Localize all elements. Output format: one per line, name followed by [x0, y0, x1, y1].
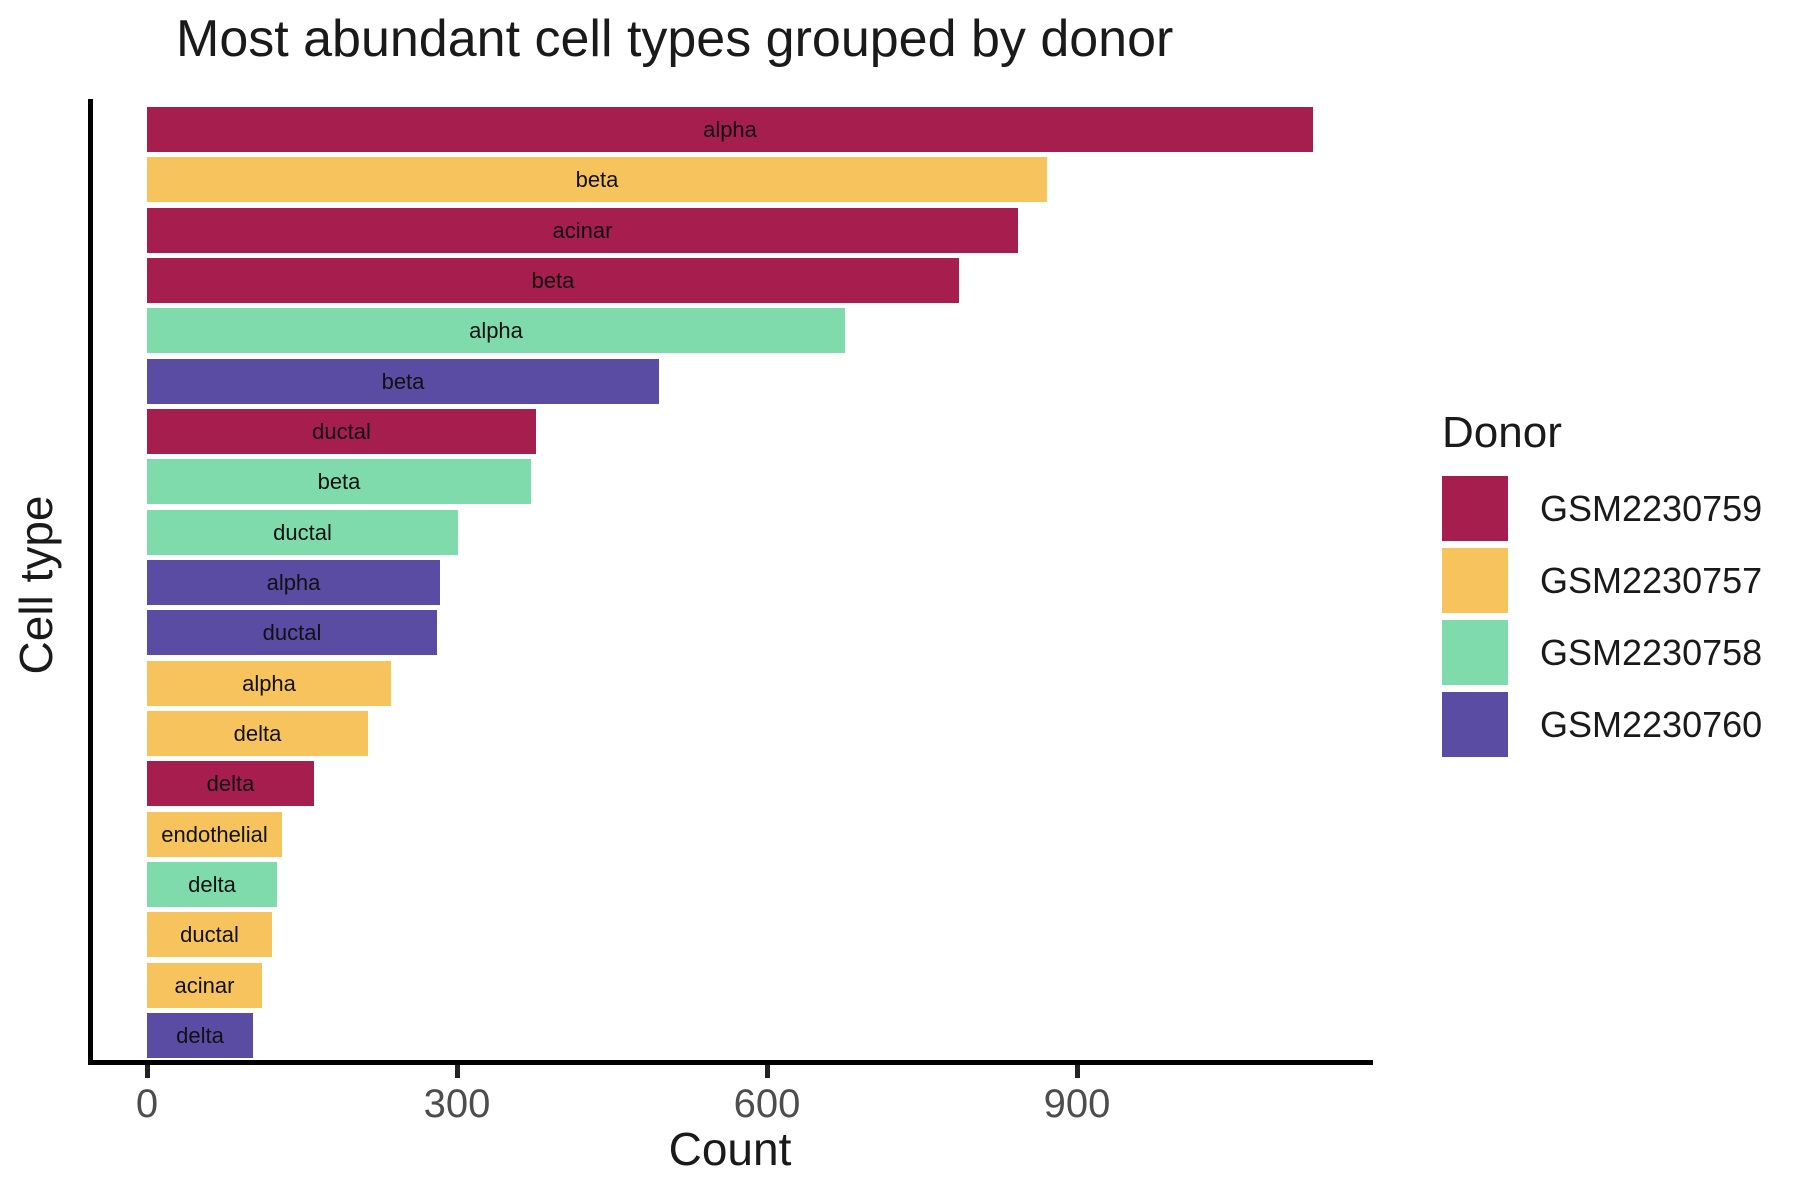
bar-endothelial-GSM2230757: endothelial	[147, 812, 282, 857]
x-tick-label: 0	[135, 1082, 159, 1126]
bar-acinar-GSM2230759: acinar	[147, 208, 1018, 253]
bar-alpha-GSM2230759: alpha	[147, 107, 1313, 152]
bar-label: delta	[176, 1022, 224, 1048]
legend-swatch-GSM2230758	[1442, 620, 1508, 685]
bar-acinar-GSM2230757: acinar	[147, 963, 262, 1008]
bar-beta-GSM2230758: beta	[147, 459, 531, 504]
legend-swatch-GSM2230757	[1442, 548, 1508, 613]
x-tick-mark	[455, 1065, 460, 1078]
bar-ductal-GSM2230759: ductal	[147, 409, 536, 454]
bar-label: acinar	[174, 972, 235, 998]
bar-label: alpha	[469, 317, 523, 343]
x-tick-mark	[1075, 1065, 1080, 1078]
x-tick-mark	[765, 1065, 770, 1078]
chart-title: Most abundant cell types grouped by dono…	[176, 10, 1174, 68]
x-axis-title: Count	[668, 1123, 792, 1175]
bar-alpha-GSM2230758: alpha	[147, 308, 845, 353]
legend-label-GSM2230760: GSM2230760	[1540, 703, 1763, 745]
legend-swatch-GSM2230759	[1442, 476, 1508, 541]
bar-label: alpha	[266, 569, 321, 595]
bar-label: ductal	[262, 619, 322, 645]
bar-beta-GSM2230757: beta	[147, 157, 1047, 202]
bar-label: ductal	[273, 519, 332, 545]
bar-label: beta	[575, 166, 619, 192]
bar-beta-GSM2230759: beta	[147, 258, 959, 303]
x-tick-label: 900	[1043, 1082, 1111, 1126]
bar-alpha-GSM2230760: alpha	[147, 560, 440, 605]
bar-delta-GSM2230758: delta	[147, 862, 277, 907]
legend-label-GSM2230758: GSM2230758	[1540, 631, 1763, 673]
legend-label-GSM2230757: GSM2230757	[1540, 559, 1763, 601]
bar-label: delta	[206, 770, 255, 796]
bar-label: ductal	[180, 921, 239, 947]
bar-delta-GSM2230757: delta	[147, 711, 368, 756]
bar-label: alpha	[703, 116, 757, 142]
x-tick-label: 300	[423, 1082, 491, 1126]
bar-label: delta	[233, 720, 282, 746]
y-axis-line	[88, 99, 93, 1065]
bar-label: beta	[317, 468, 361, 494]
legend-title: Donor	[1442, 408, 1562, 457]
bar-label: alpha	[242, 670, 296, 696]
bar-ductal-GSM2230760: ductal	[147, 610, 437, 655]
bar-label: beta	[381, 368, 425, 394]
bar-label: acinar	[552, 217, 613, 243]
bar-label: ductal	[312, 418, 371, 444]
y-axis-title: Cell type	[10, 495, 62, 675]
bar-label: beta	[531, 267, 575, 293]
x-tick-label: 600	[733, 1082, 801, 1126]
bar-ductal-GSM2230758: ductal	[147, 510, 458, 555]
x-axis-line	[88, 1060, 1373, 1065]
bar-delta-GSM2230760: delta	[147, 1013, 253, 1058]
bar-label: endothelial	[161, 821, 268, 847]
bar-ductal-GSM2230757: ductal	[147, 912, 272, 957]
bar-delta-GSM2230759: delta	[147, 761, 314, 806]
x-tick-mark	[145, 1065, 150, 1078]
bar-label: delta	[188, 871, 236, 897]
bar-beta-GSM2230760: beta	[147, 359, 659, 404]
bar-alpha-GSM2230757: alpha	[147, 661, 391, 706]
legend-swatch-GSM2230760	[1442, 692, 1508, 757]
legend-label-GSM2230759: GSM2230759	[1540, 487, 1763, 529]
